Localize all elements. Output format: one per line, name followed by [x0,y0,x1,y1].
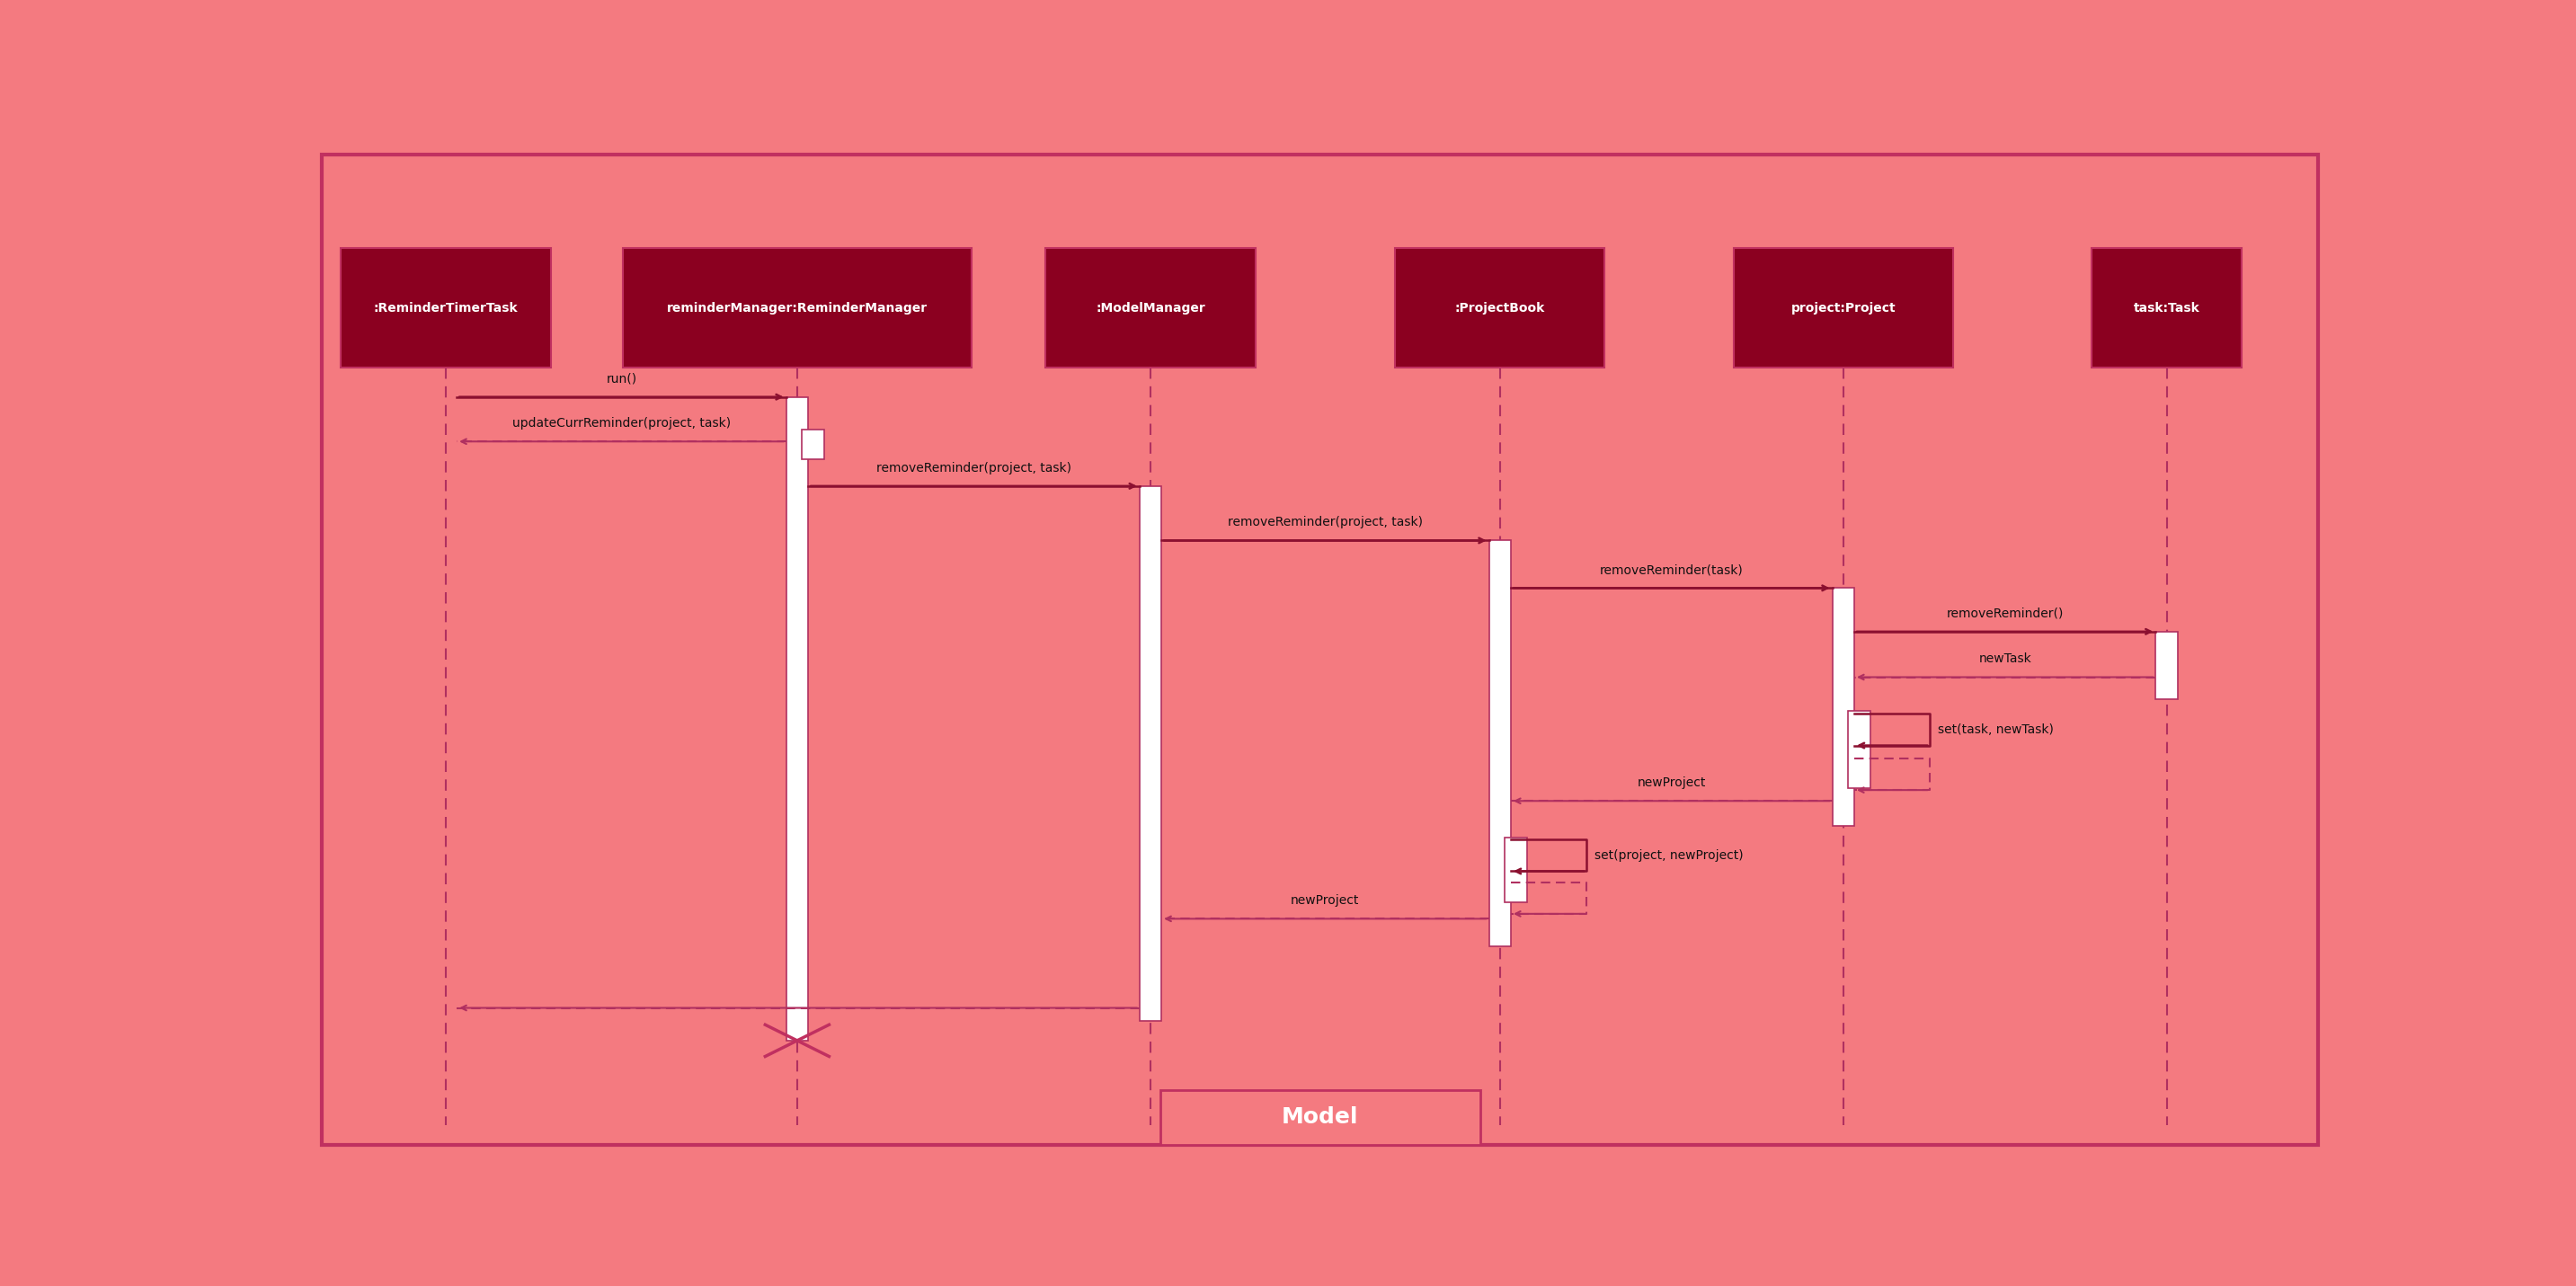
Text: removeReminder(task): removeReminder(task) [1600,563,1744,576]
Bar [623,248,971,368]
Text: :ProjectBook: :ProjectBook [1455,301,1546,314]
Text: reminderManager:ReminderManager: reminderManager:ReminderManager [667,301,927,314]
Text: newTask: newTask [1978,653,2032,665]
Text: task:Task: task:Task [2133,301,2200,314]
Bar [1847,711,1870,788]
Text: removeReminder(): removeReminder() [1947,607,2063,620]
Bar [2092,248,2241,368]
Text: removeReminder(project, task): removeReminder(project, task) [876,462,1072,475]
Bar [1734,248,1953,368]
Bar [786,397,809,1040]
Bar [1159,1091,1479,1145]
Bar [1046,248,1255,368]
Text: project:Project: project:Project [1790,301,1896,314]
Text: updateCurrReminder(project, task): updateCurrReminder(project, task) [513,417,732,430]
Text: newProject: newProject [1638,777,1705,790]
Text: set(task, newTask): set(task, newTask) [1937,723,2053,736]
Text: removeReminder(project, task): removeReminder(project, task) [1229,516,1422,529]
Text: set(project, newProject): set(project, newProject) [1595,849,1744,862]
Text: :ReminderTimerTask: :ReminderTimerTask [374,301,518,314]
Bar [801,430,824,459]
Bar [1832,588,1855,826]
Text: Model: Model [1283,1106,1358,1128]
Text: newProject: newProject [1291,894,1360,907]
Bar [340,248,551,368]
Bar [1489,540,1512,946]
Text: :ModelManager: :ModelManager [1095,301,1206,314]
Bar [1396,248,1605,368]
Bar [1139,486,1162,1021]
Text: run(): run() [605,373,636,385]
Bar [2156,631,2177,700]
Bar [1504,837,1528,901]
